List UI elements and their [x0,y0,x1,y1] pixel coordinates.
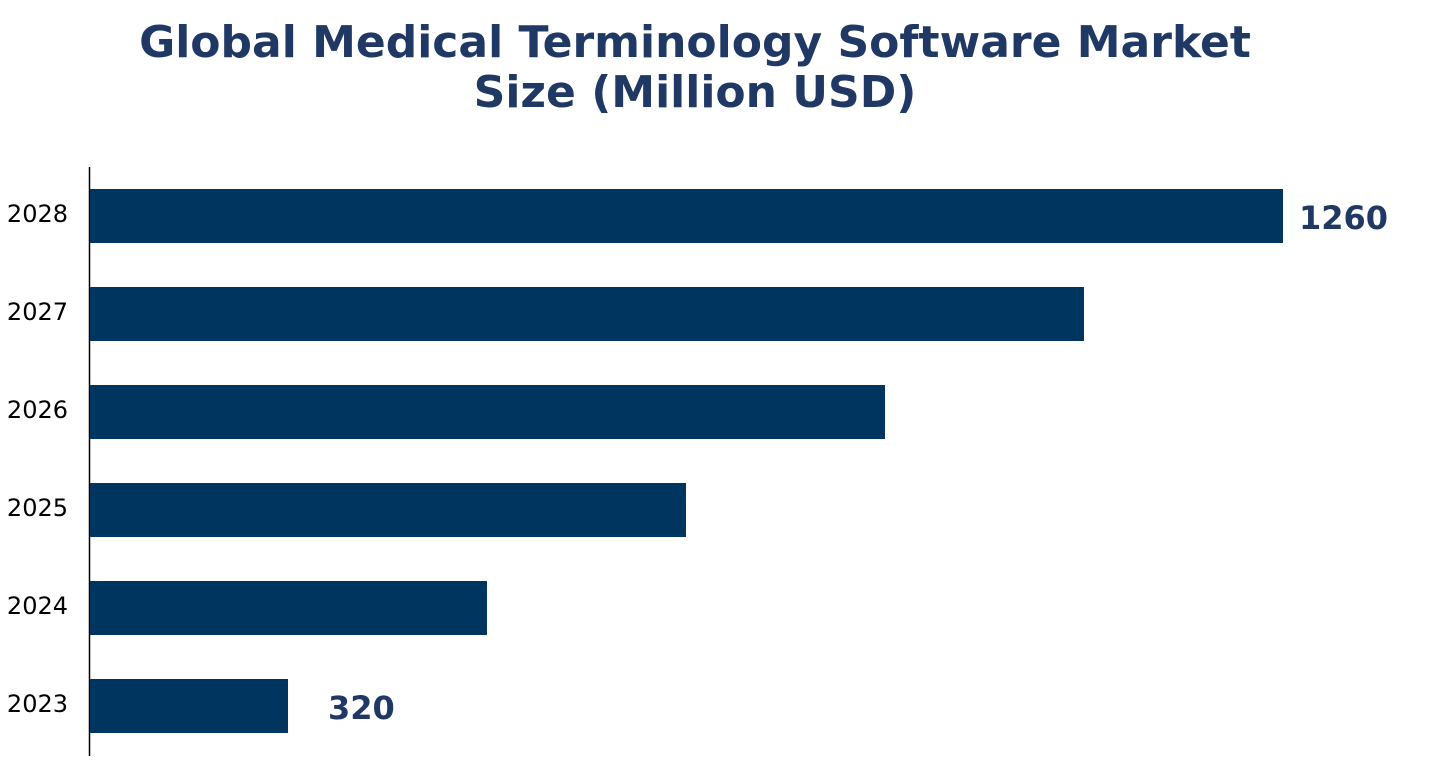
y-tick-label-2027: 2027 [7,298,68,326]
y-tick-label-2025: 2025 [7,494,68,522]
chart-title-line-1: Global Medical Terminology Software Mark… [139,17,1251,68]
bar-2023 [90,679,288,733]
chart-title-line-2: Size (Million USD) [473,67,917,118]
data-label-2023: 320 [328,689,395,727]
bar-2027 [90,287,1084,341]
y-tick-label-2028: 2028 [7,200,68,228]
data-label-2028: 1260 [1299,199,1388,237]
y-tick-label-2023: 2023 [7,690,68,718]
y-tick-label-2024: 2024 [7,592,68,620]
bar-2025 [90,483,686,537]
y-tick-label-2026: 2026 [7,396,68,424]
bar-2026 [90,385,885,439]
chart-title: Global Medical Terminology Software Mark… [0,18,1390,118]
bar-2024 [90,581,487,635]
bar-2028 [90,189,1283,243]
